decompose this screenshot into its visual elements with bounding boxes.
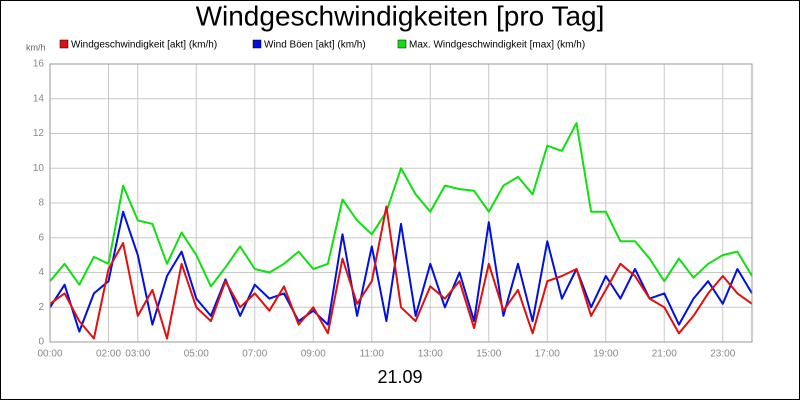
legend-label: Max. Windgeschwindigkeit [max] (km/h): [409, 40, 585, 51]
y-tick-label: 6: [38, 232, 44, 243]
y-tick-label: 10: [33, 163, 45, 174]
legend-label: Wind Böen [akt] (km/h): [264, 40, 366, 51]
x-tick-label: 05:00: [184, 349, 209, 360]
x-tick-label: 07:00: [242, 349, 267, 360]
series-line: [49, 122, 753, 288]
chart-title: Windgeschwindigkeiten [pro Tag]: [196, 0, 605, 31]
series-line: [49, 205, 753, 340]
y-unit: km/h: [26, 42, 46, 52]
series-line: [49, 210, 753, 333]
x-tick-label: 17:00: [535, 349, 560, 360]
y-tick-label: 8: [38, 198, 44, 209]
legend-swatch: [59, 39, 69, 49]
legend-swatch: [397, 39, 407, 49]
x-tick-label: 09:00: [301, 349, 326, 360]
x-tick-label: 03:00: [125, 349, 150, 360]
x-tick-label: 23:00: [710, 349, 735, 360]
y-tick-label: 0: [38, 337, 44, 348]
x-tick-label: 02:00: [96, 349, 121, 360]
x-tick-label: 19:00: [593, 349, 618, 360]
y-tick-label: 2: [38, 302, 44, 313]
plot-border: [49, 63, 753, 343]
legend-swatch: [252, 39, 262, 49]
x-tick-label: 21:00: [652, 349, 677, 360]
y-tick-label: 16: [33, 59, 45, 70]
legend-label: Windgeschwindigkeit [akt] (km/h): [71, 40, 217, 51]
x-tick-label: 11:00: [360, 349, 385, 360]
x-tick-label: 15:00: [476, 349, 501, 360]
x-axis-label: 21.09: [377, 367, 422, 387]
y-tick-label: 14: [33, 93, 45, 104]
x-tick-label: 00:00: [37, 349, 62, 360]
y-tick-label: 4: [38, 267, 44, 278]
x-tick-label: 13:00: [418, 349, 443, 360]
y-tick-label: 12: [33, 128, 45, 139]
